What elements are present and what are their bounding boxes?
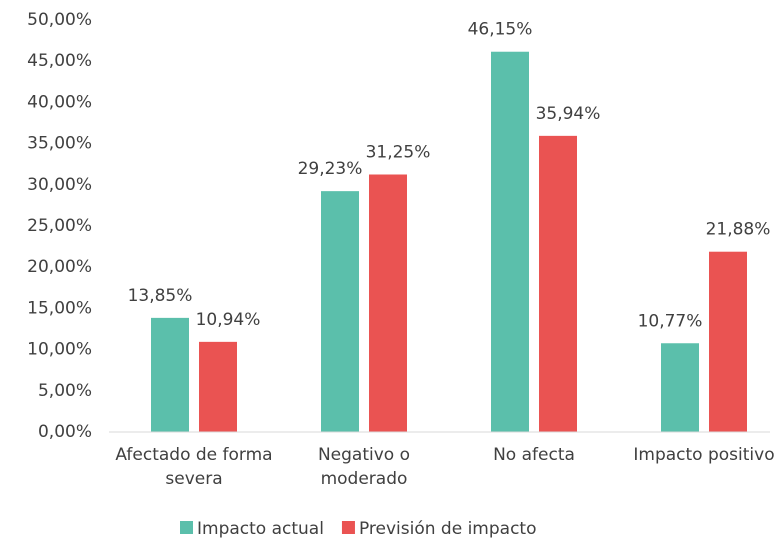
data-label: 21,88% bbox=[706, 220, 771, 240]
data-label: 46,15% bbox=[468, 20, 533, 40]
y-tick-label: 45,00% bbox=[27, 51, 92, 71]
y-tick-label: 0,00% bbox=[38, 422, 92, 442]
bar bbox=[199, 341, 237, 432]
bar bbox=[491, 51, 529, 432]
bar bbox=[151, 317, 189, 432]
data-label: 31,25% bbox=[366, 143, 431, 163]
bar bbox=[539, 135, 577, 432]
data-label: 10,94% bbox=[196, 310, 261, 330]
legend-swatch bbox=[180, 521, 193, 534]
bar bbox=[709, 251, 747, 432]
y-tick-label: 20,00% bbox=[27, 257, 92, 277]
bar bbox=[321, 191, 359, 432]
bar bbox=[661, 343, 699, 432]
bar bbox=[369, 174, 407, 432]
x-tick-label: Impacto positivo bbox=[633, 445, 774, 465]
data-label: 29,23% bbox=[298, 159, 363, 179]
x-tick-label: Negativo o moderado bbox=[317, 445, 411, 489]
y-tick-label: 30,00% bbox=[27, 175, 92, 195]
y-tick-label: 35,00% bbox=[27, 134, 92, 154]
legend-label: Impacto actual bbox=[197, 519, 324, 539]
data-label: 10,77% bbox=[638, 311, 703, 331]
data-label: 35,94% bbox=[536, 104, 601, 124]
y-tick-label: 5,00% bbox=[38, 381, 92, 401]
legend-swatch bbox=[341, 521, 355, 534]
y-tick-label: 50,00% bbox=[27, 10, 92, 30]
data-label: 13,85% bbox=[128, 286, 193, 306]
legend-label: Previsión de impacto bbox=[359, 519, 537, 539]
y-tick-label: 15,00% bbox=[27, 298, 92, 318]
x-tick-label: Afectado de forma severa bbox=[115, 445, 273, 489]
y-tick-label: 10,00% bbox=[27, 340, 92, 360]
y-tick-label: 40,00% bbox=[27, 92, 92, 112]
y-tick-label: 25,00% bbox=[27, 216, 92, 236]
x-tick-label: No afecta bbox=[493, 445, 575, 465]
